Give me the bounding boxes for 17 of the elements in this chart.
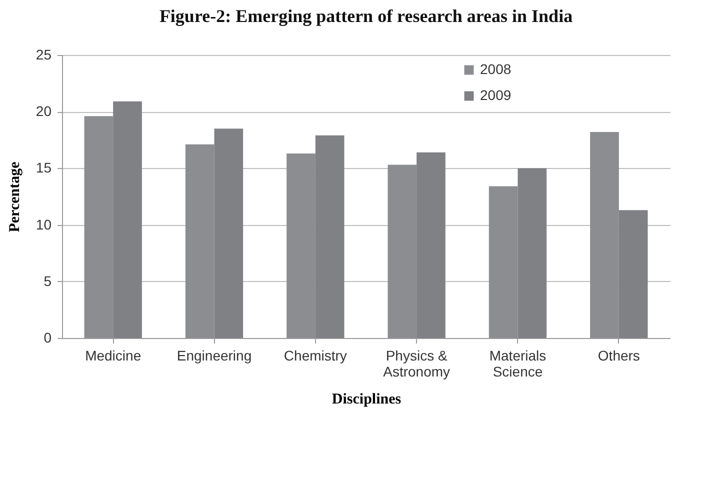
y-tick-label: 15 [36, 160, 52, 176]
y-tick-label: 5 [44, 272, 52, 289]
chart-title: Figure-2: Emerging pattern of research areas in India [159, 6, 573, 26]
x-tick-label: Engineering [176, 348, 252, 364]
x-tick-label: Others [598, 348, 640, 364]
y-tick-label: 20 [36, 103, 52, 120]
x-axis-title: Disciplines [332, 392, 402, 408]
y-tick-label: 10 [36, 216, 52, 232]
x-tick-label: Medicine [85, 348, 142, 364]
y-tick-label: 0 [44, 330, 52, 346]
y-tick-label: 25 [36, 46, 52, 62]
legend-label: 2008 [480, 61, 512, 77]
x-tick-label: Materials Science [489, 348, 546, 380]
x-tick-label: Physics & Astronomy [383, 348, 450, 380]
x-tick-label: Chemistry [284, 348, 347, 364]
legend-label: 2009 [480, 87, 512, 103]
y-axis-title: Percentage [6, 161, 23, 232]
